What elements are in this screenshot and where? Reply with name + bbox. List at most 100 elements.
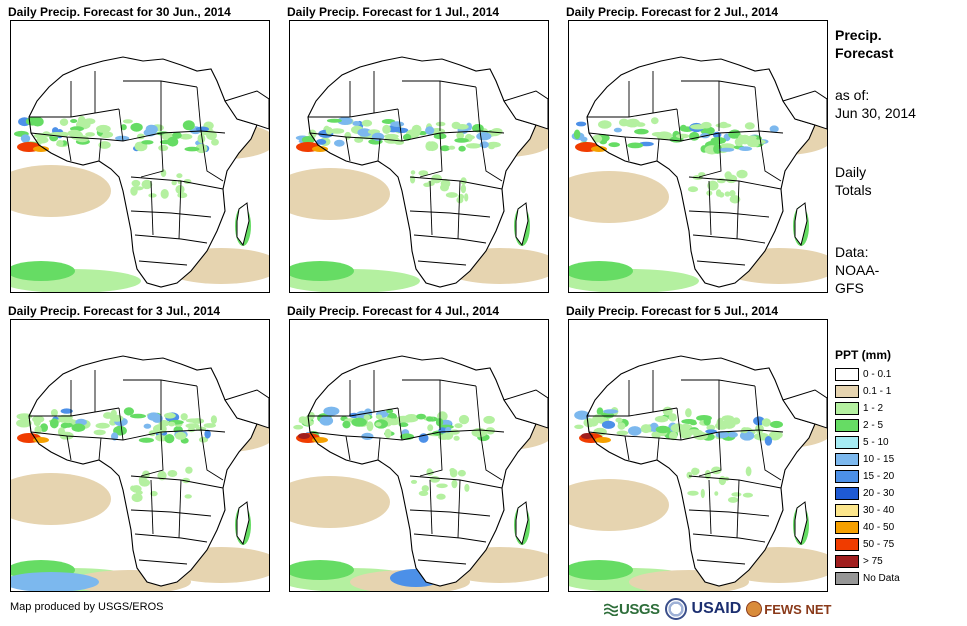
data-source-block: Data: NOAA- GFS [835,243,879,297]
country-border [401,130,505,142]
rain-cell [371,132,385,141]
rain-cell [654,415,669,423]
country-border [680,130,784,142]
precip-map [568,319,828,592]
rain-cell [342,420,351,429]
rain-cell [123,407,134,416]
rain-cell [375,414,383,420]
rain-cell [687,186,699,193]
rain-cell [465,135,475,140]
fews-net-logo-text: FEWS NET [764,601,832,617]
country-border [29,108,120,118]
legend-label: No Data [863,573,900,584]
globe-icon [746,601,763,617]
rain-cell [308,129,317,139]
rain-cell [574,410,590,420]
rain-cell [729,195,741,204]
legend-item: 30 - 40 [835,502,900,519]
rain-cell [187,427,196,433]
rain-cell [486,141,501,148]
rain-cell [171,180,177,186]
country-border [98,437,102,461]
rain-cell [736,169,748,179]
usgs-logo-text: USGS [619,600,660,618]
rain-cell [138,437,154,443]
rain-cell [301,136,315,144]
rain-cell [718,192,725,198]
legend-swatch [835,402,859,415]
legend-swatch [835,453,859,466]
rain-cell [685,408,692,418]
legend-label: > 75 [863,556,883,567]
rain-cell [130,485,136,492]
rain-cell [724,171,732,180]
rain-cell [729,190,736,197]
rain-cell [687,490,699,496]
rain-cell [753,416,765,426]
country-border [122,130,226,142]
country-border [345,136,351,162]
country-border [656,138,660,162]
rain-cell [662,406,673,416]
country-border [692,234,766,244]
rain-cell [83,118,96,125]
legend-label: 20 - 30 [863,488,895,499]
rain-cell [115,135,130,141]
rain-cell [755,424,764,434]
rain-cell [384,428,392,439]
legend-swatch [835,385,859,398]
rain-cell [160,169,167,178]
country-border [196,86,202,132]
rain-cell [440,183,449,192]
rain-cell [130,122,143,132]
rain-cell [603,409,619,414]
intense-rain-area [595,437,611,443]
panel-title: Daily Precip. Forecast for 3 Jul., 2014 [8,304,221,318]
country-border [309,132,403,142]
rain-cell [770,430,783,439]
country-border [429,479,433,535]
rain-cell [175,184,185,194]
rain-cell [448,145,456,150]
rain-cell [49,418,59,429]
data-source-line1: Data: [835,244,869,260]
rain-cell [59,118,69,127]
rain-cell [56,140,64,147]
country-border [588,431,682,441]
country-border [345,435,351,461]
rain-cell [334,139,345,147]
moderate-rain-area [569,560,633,580]
rain-cell [749,142,759,148]
country-border [419,431,443,477]
africa-coastline [28,56,258,288]
light-rain-area [11,473,111,525]
country-border [377,138,381,162]
rain-cell [651,117,659,125]
rain-cell [337,117,353,125]
rain-cell [361,432,374,440]
rain-cell [16,418,32,428]
country-border [377,437,381,461]
rain-cell [402,133,412,141]
country-border [397,108,403,142]
rain-cell [396,127,409,133]
rain-cell [145,124,156,135]
rain-cell [141,140,154,145]
legend-item: 2 - 5 [835,417,900,434]
rain-cell [715,123,732,128]
panel-title: Daily Precip. Forecast for 5 Jul., 2014 [566,304,779,318]
country-border [150,180,154,236]
rain-cell [698,172,706,177]
country-border [150,479,154,535]
rain-cell [93,429,106,436]
rain-cell [197,133,206,144]
rain-cell [148,430,156,437]
rain-cell [686,471,693,479]
rain-cell [77,119,86,125]
rain-cell [195,126,209,132]
rain-cell [136,490,143,495]
country-border [138,260,188,266]
precip-map [568,20,828,293]
rain-cell [613,127,622,133]
arabia-outline [503,90,548,130]
